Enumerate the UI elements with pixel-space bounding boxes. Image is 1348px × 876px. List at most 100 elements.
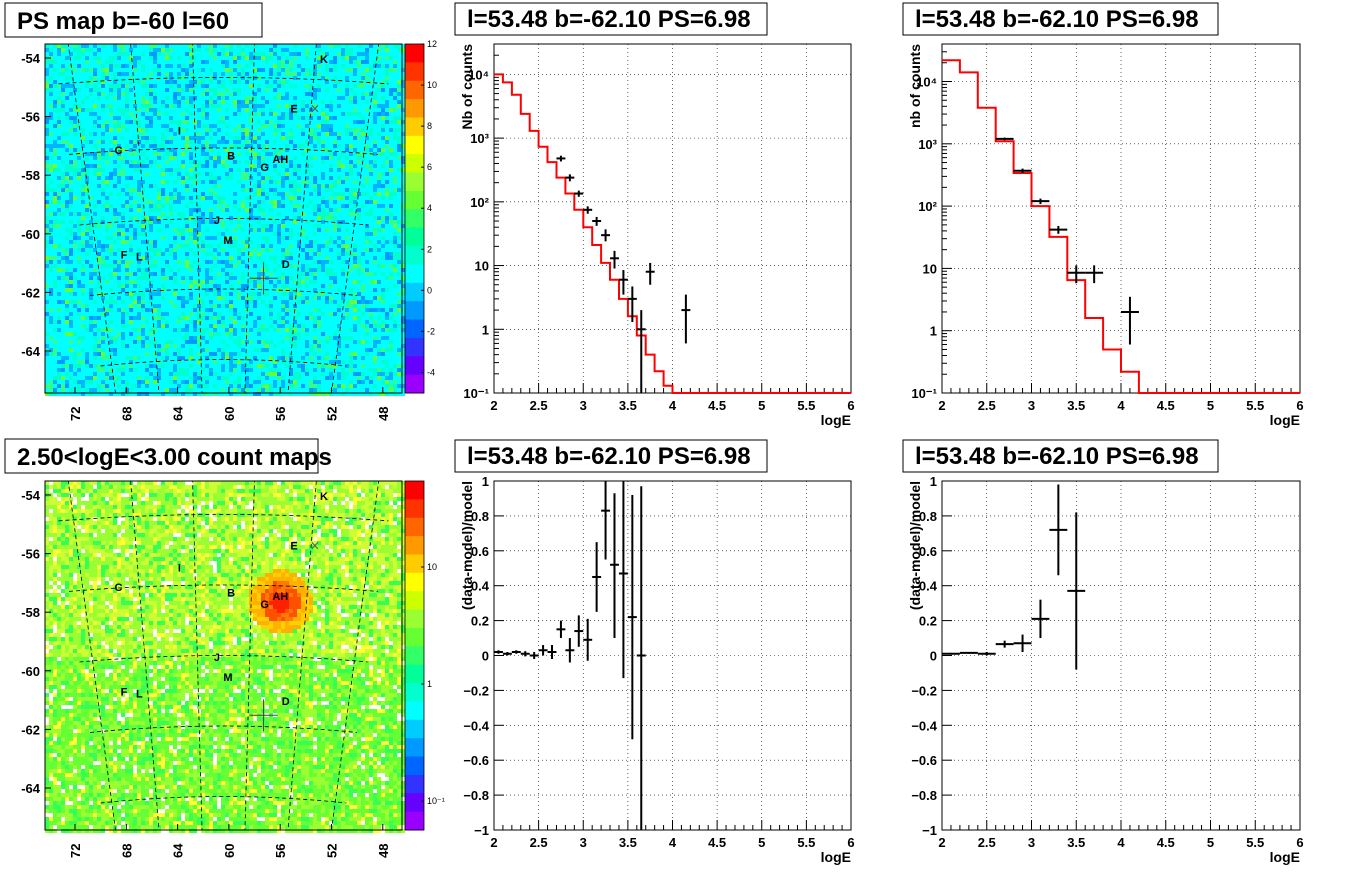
map-pixel <box>57 116 61 120</box>
map-pixel <box>245 136 249 140</box>
map-pixel <box>209 124 213 128</box>
map-pixel <box>257 48 261 52</box>
map-pixel <box>341 92 345 96</box>
map-pixel <box>205 72 209 76</box>
map-pixel <box>53 80 57 84</box>
map-pixel <box>281 88 285 92</box>
map-pixel <box>101 76 105 80</box>
map-pixel <box>201 120 205 124</box>
map-pixel <box>169 128 173 132</box>
map-pixel <box>329 60 333 64</box>
map-pixel <box>233 108 237 112</box>
map-pixel <box>133 48 137 52</box>
map-pixel <box>237 124 241 128</box>
map-pixel <box>185 56 189 60</box>
map-pixel <box>69 44 73 48</box>
map-pixel <box>393 44 397 48</box>
map-pixel <box>141 80 145 84</box>
map-pixel <box>121 60 125 64</box>
map-pixel <box>61 128 65 132</box>
map-pixel <box>221 112 225 116</box>
map-pixel <box>97 108 101 112</box>
map-pixel <box>157 128 161 132</box>
map-pixel <box>189 72 193 76</box>
map-pixel <box>377 76 381 80</box>
map-pixel <box>109 108 113 112</box>
map-pixel <box>149 48 153 52</box>
map-pixel <box>317 48 321 52</box>
map-pixel <box>361 76 365 80</box>
map-pixel <box>161 44 165 48</box>
map-pixel <box>365 104 369 108</box>
map-pixel <box>221 48 225 52</box>
map-pixel <box>157 120 161 124</box>
map-pixel <box>321 100 325 104</box>
map-pixel <box>313 84 317 88</box>
map-pixel <box>69 92 73 96</box>
map-pixel <box>345 48 349 52</box>
map-pixel <box>329 72 333 76</box>
map-pixel <box>45 52 49 56</box>
map-pixel <box>225 92 229 96</box>
map-pixel <box>397 84 401 88</box>
map-pixel <box>145 116 149 120</box>
map-pixel <box>93 116 97 120</box>
map-pixel <box>165 132 169 136</box>
map-pixel <box>245 132 249 136</box>
map-pixel <box>137 60 141 64</box>
map-pixel <box>345 136 349 140</box>
map-pixel <box>353 48 357 52</box>
map-pixel <box>297 72 301 76</box>
map-pixel <box>245 56 249 60</box>
map-pixel <box>89 76 93 80</box>
map-pixel <box>157 104 161 108</box>
map-pixel <box>285 60 289 64</box>
map-pixel <box>297 80 301 84</box>
map-pixel <box>89 92 93 96</box>
map-pixel <box>217 116 221 120</box>
map-pixel <box>61 96 65 100</box>
map-pixel <box>189 88 193 92</box>
map-pixel <box>341 48 345 52</box>
map-pixel <box>281 48 285 52</box>
map-pixel <box>329 120 333 124</box>
map-pixel <box>217 100 221 104</box>
map-pixel <box>285 68 289 72</box>
map-pixel <box>393 108 397 112</box>
map-pixel <box>97 56 101 60</box>
map-pixel <box>149 84 153 88</box>
map-pixel <box>65 84 69 88</box>
map-pixel <box>89 116 93 120</box>
map-pixel <box>201 112 205 116</box>
map-pixel <box>241 104 245 108</box>
map-pixel <box>77 108 81 112</box>
map-pixel <box>129 112 133 116</box>
map-pixel <box>97 132 101 136</box>
map-pixel <box>285 80 289 84</box>
map-pixel <box>261 60 265 64</box>
map-pixel <box>85 96 89 100</box>
map-pixel <box>69 120 73 124</box>
map-pixel <box>269 136 273 140</box>
map-pixel <box>217 136 221 140</box>
map-pixel <box>369 56 373 60</box>
map-pixel <box>105 92 109 96</box>
map-pixel <box>193 60 197 64</box>
map-pixel <box>333 124 337 128</box>
map-pixel <box>229 52 233 56</box>
map-pixel <box>125 72 129 76</box>
map-pixel <box>365 76 369 80</box>
map-pixel <box>69 88 73 92</box>
map-pixel <box>281 80 285 84</box>
map-pixel <box>229 72 233 76</box>
map-pixel <box>93 76 97 80</box>
map-pixel <box>309 116 313 120</box>
map-pixel <box>305 116 309 120</box>
map-pixel <box>225 112 229 116</box>
map-pixel <box>361 124 365 128</box>
map-pixel <box>225 60 229 64</box>
map-pixel <box>265 136 269 140</box>
map-pixel <box>97 104 101 108</box>
map-pixel <box>189 112 193 116</box>
map-pixel <box>141 100 145 104</box>
